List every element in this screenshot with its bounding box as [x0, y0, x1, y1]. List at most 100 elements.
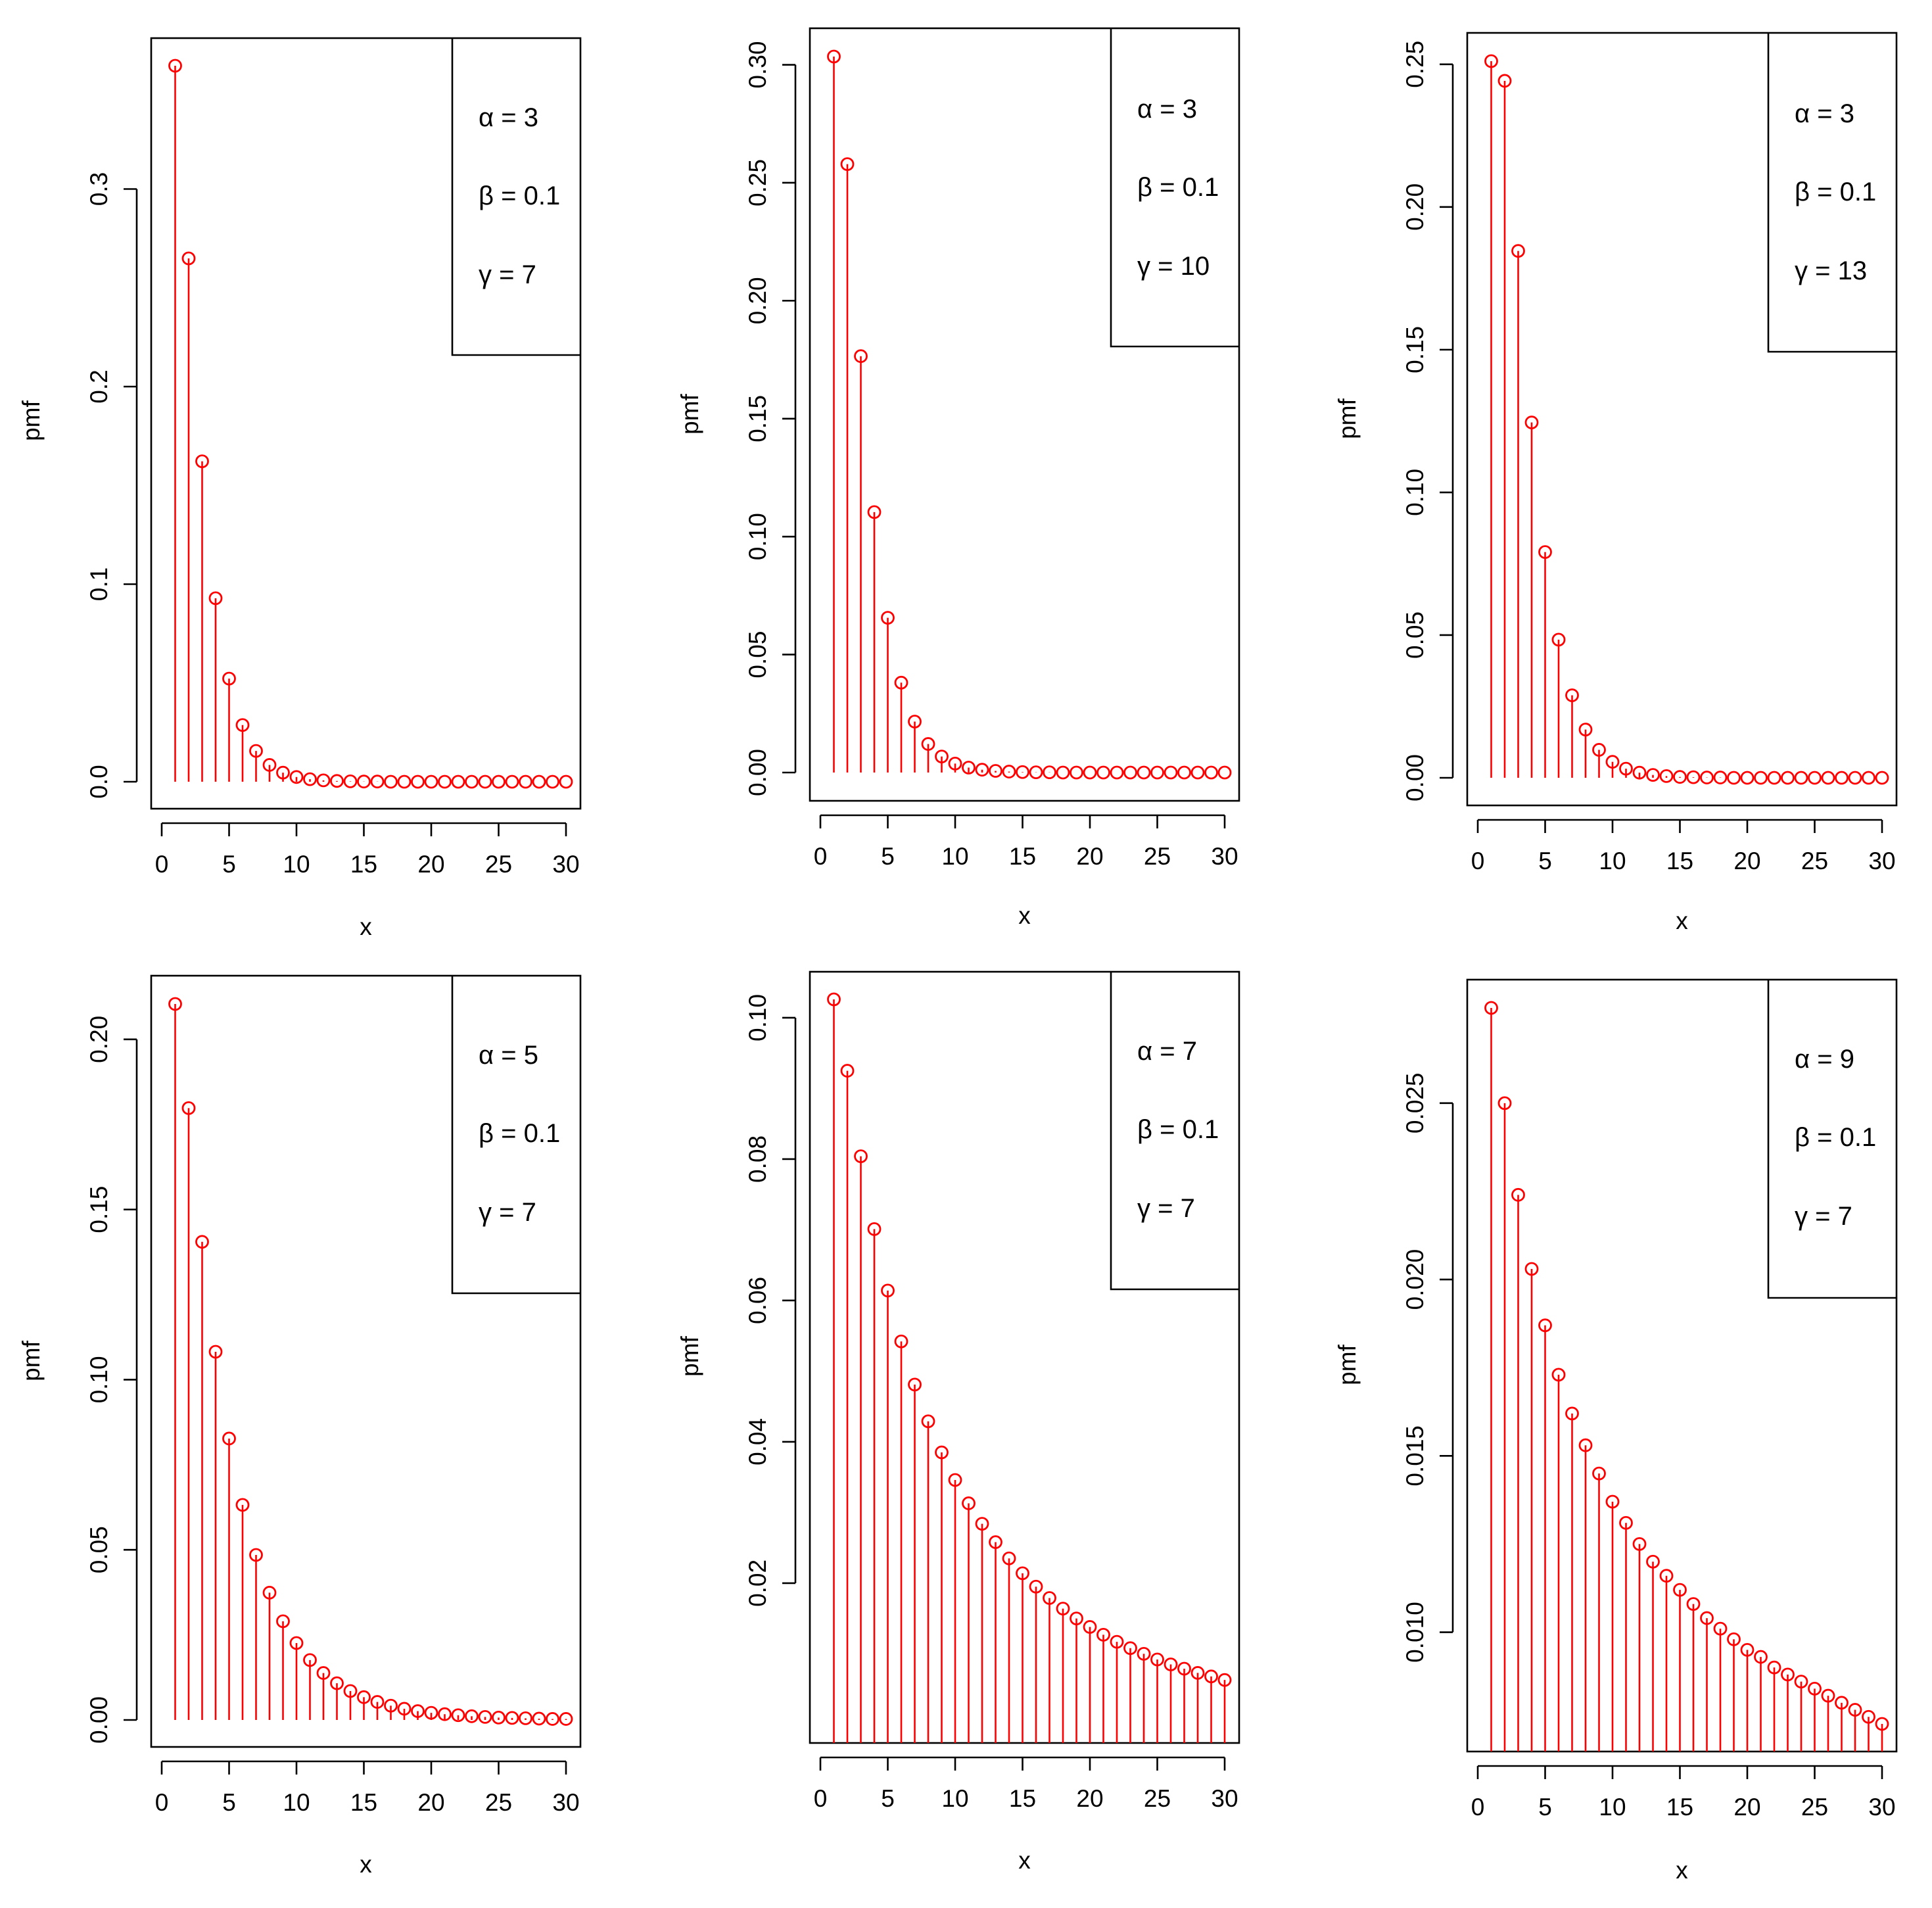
data-point [935, 750, 949, 764]
plot-frame [150, 974, 582, 1748]
data-point [478, 1709, 492, 1724]
data-point [384, 1698, 398, 1713]
x-tick-label: 15 [1009, 1785, 1036, 1812]
y-tick-label: 0.3 [85, 172, 112, 206]
panel-6: α = 9 β = 0.1 γ = 7 0 5 10 15 20 25 30 x 0.010 0.015… [1334, 978, 1898, 1884]
data-point [894, 1334, 908, 1348]
data-point [505, 775, 519, 789]
legend-entry: α = 3 [479, 103, 538, 132]
legend-box [1110, 972, 1239, 1291]
y-tick-label: 0.08 [744, 1135, 771, 1183]
data-point [195, 454, 209, 468]
data-point [1056, 1602, 1070, 1616]
data-point [854, 1149, 868, 1164]
data-point [546, 1712, 559, 1726]
data-point [1821, 771, 1835, 785]
data-point [168, 59, 182, 73]
data-point [1862, 1709, 1875, 1724]
data-point [357, 1690, 371, 1704]
x-tick-label: 0 [814, 1785, 828, 1812]
x-tick-label: 30 [552, 851, 579, 878]
data-point [451, 775, 465, 789]
plot-frame [150, 37, 582, 810]
x-tick-label: 15 [1009, 843, 1036, 870]
data-point [1740, 771, 1755, 785]
data-point [532, 775, 546, 789]
data-point [492, 775, 506, 789]
data-point [867, 505, 882, 519]
data-point [181, 1101, 196, 1115]
legend-entry: α = 5 [479, 1041, 538, 1070]
legend-entry: α = 3 [1795, 99, 1854, 128]
legend-entry: γ = 10 [1137, 252, 1210, 281]
data-point [397, 775, 412, 789]
data-point [303, 772, 317, 786]
x-tick-label: 5 [1538, 1794, 1552, 1821]
data-point [357, 775, 371, 789]
data-point [840, 157, 855, 172]
data-point [1524, 1262, 1539, 1276]
legend-entry: β = 0.1 [1795, 178, 1876, 206]
y-tick-label: 0.00 [1402, 754, 1428, 801]
panel-1: α = 3 β = 0.1 γ = 7 0 5 10 15 20 25 30 x 0.0 0.1 0.2 0… [18, 37, 582, 940]
legend-entry: γ = 7 [1795, 1202, 1852, 1231]
y-tick-label: 0.00 [744, 749, 771, 796]
y-tick-label: 0.06 [744, 1277, 771, 1324]
data-point [289, 1636, 304, 1650]
data-point [1713, 771, 1728, 784]
data-point [276, 1614, 290, 1629]
data-point [222, 671, 236, 686]
legend-entry: β = 0.1 [1137, 173, 1219, 202]
data-point [505, 1711, 519, 1725]
x-tick-label: 25 [1144, 1785, 1171, 1812]
data-point [1578, 1438, 1593, 1452]
data-point [195, 1235, 209, 1249]
data-point [1070, 765, 1083, 780]
data-point [908, 1377, 922, 1392]
x-tick-label: 20 [1076, 1785, 1103, 1812]
x-tick-label: 5 [881, 1785, 895, 1812]
x-tick-label: 15 [350, 851, 377, 878]
y-tick-label: 0.025 [1402, 1073, 1428, 1134]
x-tick-label: 30 [1868, 847, 1895, 874]
data-point [1754, 771, 1768, 785]
x-tick-label: 20 [1733, 1794, 1760, 1821]
data-point [827, 992, 841, 1007]
panel-4: α = 5 β = 0.1 γ = 7 0 5 10 15 20 25 30 x 0.00 0.05 0.… [18, 974, 582, 1878]
x-tick-label: 25 [1801, 1794, 1828, 1821]
data-point [316, 773, 331, 788]
x-axis-title: x [1018, 1847, 1031, 1874]
data-point [908, 715, 922, 728]
data-point [276, 765, 290, 780]
panel-5: α = 7 β = 0.1 γ = 7 0 5 10 15 20 25 30 x 0.02 0.04 0.… [676, 970, 1240, 1874]
y-tick-label: 0.1 [85, 567, 112, 601]
x-tick-label: 10 [941, 1785, 968, 1812]
data-point [1204, 1669, 1218, 1684]
data-point [519, 1711, 532, 1725]
data-point [438, 775, 452, 789]
y-tick-label: 0.02 [744, 1560, 771, 1607]
legend-box [1110, 28, 1239, 348]
data-point [1043, 1591, 1056, 1605]
y-tick-label: 0.00 [85, 1696, 112, 1744]
y-tick-label: 0.10 [1402, 469, 1428, 516]
data-point [1619, 761, 1633, 776]
data-point [854, 349, 868, 364]
data-point [532, 1711, 546, 1726]
y-tick-label: 0.05 [1402, 611, 1428, 659]
data-point [546, 775, 559, 789]
x-tick-label: 0 [1471, 1794, 1485, 1821]
data-point [289, 770, 304, 784]
data-point [1150, 1652, 1164, 1667]
data-point [249, 1548, 263, 1562]
data-point [1781, 1667, 1795, 1682]
data-point [1740, 1642, 1755, 1657]
data-point [1605, 1494, 1620, 1509]
data-point [1848, 1703, 1862, 1717]
data-point [1565, 688, 1579, 702]
y-tick-label: 0.20 [85, 1016, 112, 1063]
y-tick-label: 0.20 [1402, 183, 1428, 231]
data-point [881, 611, 895, 625]
legend-entry: β = 0.1 [479, 181, 560, 210]
data-point [1727, 771, 1741, 785]
